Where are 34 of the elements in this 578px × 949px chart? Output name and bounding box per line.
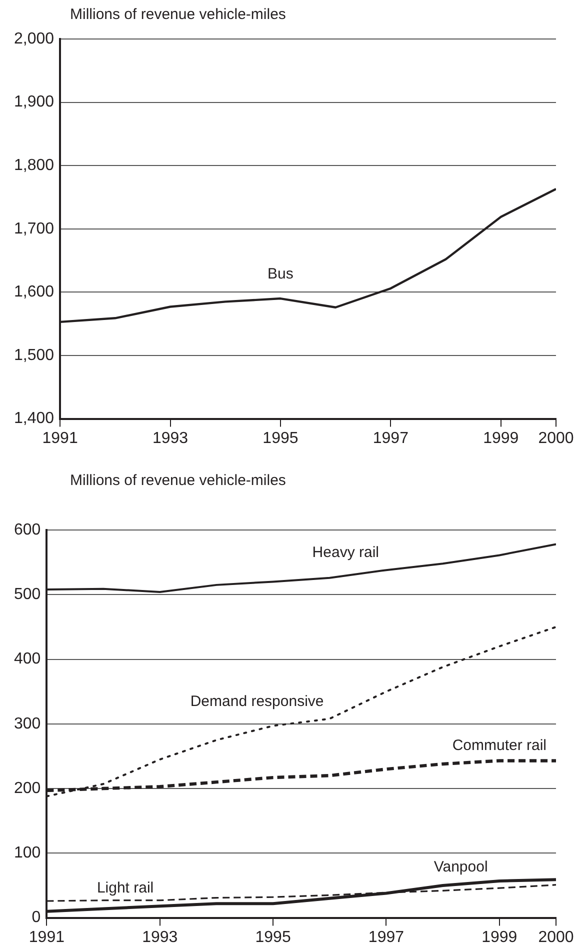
y-tick-label: 600	[14, 521, 41, 538]
y-tick-label: 1,600	[14, 284, 54, 301]
x-tick-label: 1995	[255, 928, 291, 946]
y-tick-label: 200	[14, 780, 41, 797]
series-label: Demand responsive	[190, 692, 324, 710]
y-axis-title: Millions of revenue vehicle-miles	[70, 472, 286, 489]
x-tick-label: 2000	[538, 430, 574, 447]
x-tick-label: 1993	[152, 430, 188, 447]
x-tick-label: 1999	[483, 430, 519, 447]
y-tick-label: 500	[14, 586, 41, 604]
x-tick-label: 1991	[42, 430, 78, 447]
x-tick-label: 1995	[262, 430, 298, 447]
x-tick-label: 1993	[142, 928, 178, 946]
x-tick-label: 1999	[482, 928, 518, 946]
x-tick-label: 1997	[372, 430, 409, 447]
y-tick-label: 1,900	[14, 94, 54, 111]
x-tick-label: 1991	[28, 928, 65, 946]
y-tick-label: 1,700	[14, 220, 54, 238]
y-tick-label: 300	[14, 715, 41, 732]
series-label: Heavy rail	[312, 544, 379, 561]
x-tick-label: 1997	[368, 928, 404, 946]
series-label: Vanpool	[434, 858, 488, 876]
series-label: Bus	[268, 266, 294, 283]
y-tick-label: 1,800	[14, 157, 54, 174]
y-axis-title: Millions of revenue vehicle-miles	[70, 6, 286, 23]
y-tick-label: 1,500	[14, 346, 54, 364]
x-tick-label: 2000	[538, 928, 574, 946]
y-tick-label: 0	[32, 909, 41, 926]
y-tick-label: 400	[14, 650, 41, 668]
y-tick-label: 100	[14, 844, 41, 862]
series-label: Commuter rail	[452, 736, 547, 754]
series-label: Light rail	[96, 879, 154, 896]
y-tick-label: 2,000	[14, 30, 54, 48]
y-tick-label: 1,400	[14, 410, 54, 428]
